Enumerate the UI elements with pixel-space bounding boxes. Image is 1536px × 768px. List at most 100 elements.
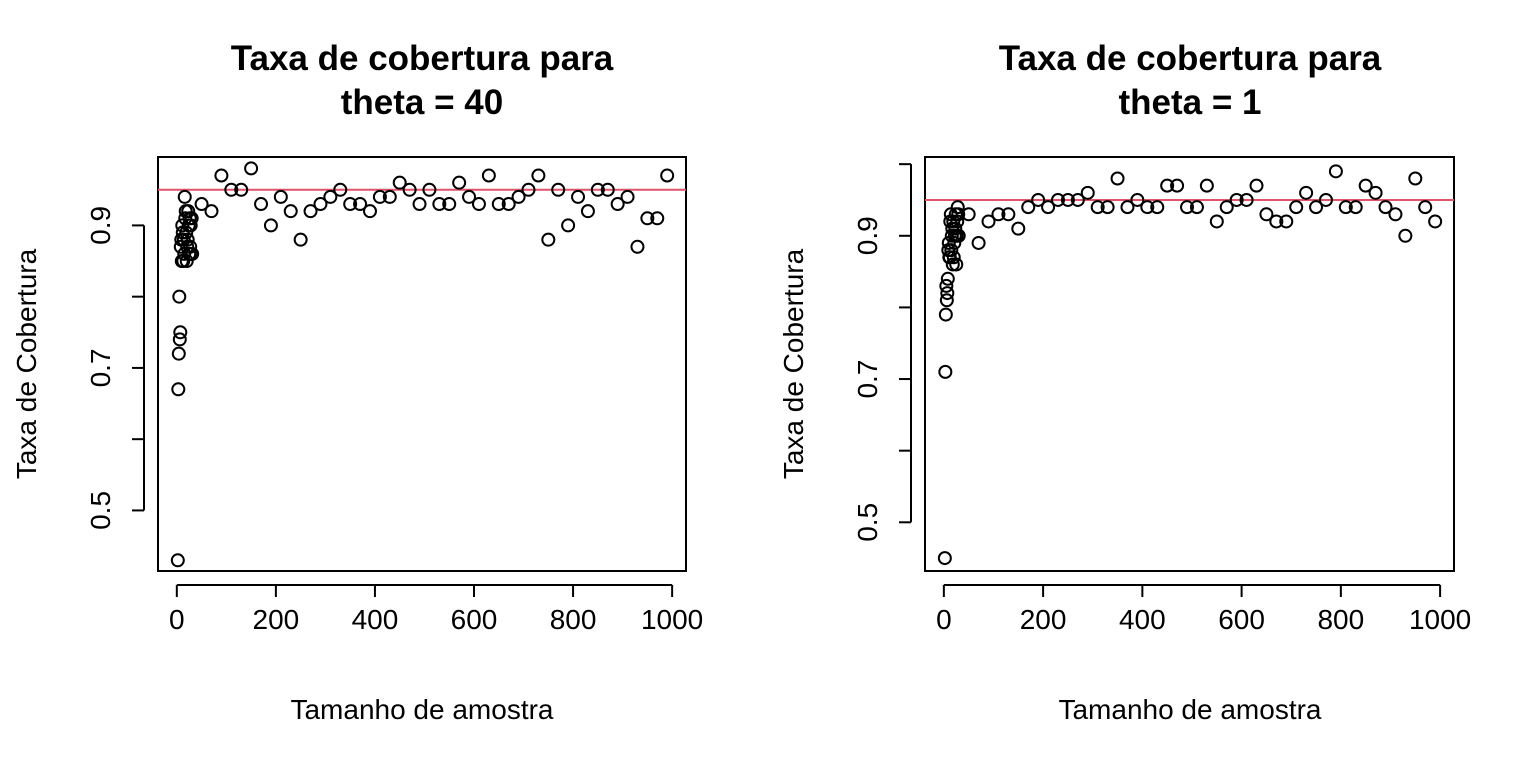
data-point bbox=[948, 221, 963, 236]
data-point bbox=[171, 382, 186, 397]
data-point bbox=[981, 214, 996, 229]
x-tick-label: 800 bbox=[550, 604, 597, 635]
data-point bbox=[1378, 200, 1393, 215]
data-point bbox=[660, 168, 675, 183]
data-point bbox=[254, 197, 269, 212]
data-point bbox=[950, 200, 965, 215]
data-point bbox=[1021, 200, 1036, 215]
data-point bbox=[1070, 192, 1085, 207]
data-point bbox=[343, 197, 358, 212]
x-tick-label: 200 bbox=[1020, 604, 1067, 635]
data-point bbox=[1368, 185, 1383, 200]
data-point bbox=[1001, 207, 1016, 222]
data-point bbox=[1110, 171, 1125, 186]
data-point bbox=[412, 197, 427, 212]
data-point bbox=[173, 239, 188, 254]
data-point bbox=[640, 211, 655, 226]
data-point bbox=[946, 250, 961, 265]
data-point bbox=[183, 218, 198, 233]
data-point bbox=[1428, 214, 1443, 229]
data-point bbox=[620, 189, 635, 204]
data-point bbox=[1418, 200, 1433, 215]
data-point bbox=[179, 225, 194, 240]
data-point bbox=[185, 246, 200, 261]
data-point bbox=[940, 271, 955, 286]
data-point bbox=[1031, 192, 1046, 207]
y-tick-label: 0.7 bbox=[852, 360, 883, 399]
data-point bbox=[1348, 200, 1363, 215]
x-tick-label: 0 bbox=[936, 604, 952, 635]
chart-title-line-1: Taxa de cobertura para bbox=[231, 39, 614, 78]
data-point bbox=[392, 175, 407, 190]
data-point bbox=[183, 239, 198, 254]
x-axis-label: Tamanho de amostra bbox=[1058, 694, 1321, 725]
x-tick-label: 800 bbox=[1317, 604, 1364, 635]
data-point bbox=[561, 218, 576, 233]
data-point bbox=[303, 204, 318, 219]
data-point bbox=[172, 332, 187, 347]
data-point bbox=[372, 189, 387, 204]
data-point bbox=[1239, 192, 1254, 207]
data-point bbox=[1060, 192, 1075, 207]
x-tick-label: 0 bbox=[169, 604, 185, 635]
data-point bbox=[462, 189, 477, 204]
data-point bbox=[1219, 200, 1234, 215]
data-point bbox=[938, 307, 953, 322]
data-point bbox=[224, 182, 239, 197]
data-point bbox=[511, 189, 526, 204]
x-tick-label: 400 bbox=[352, 604, 399, 635]
data-point bbox=[1100, 200, 1115, 215]
scatter-points bbox=[937, 164, 1443, 566]
data-point bbox=[293, 232, 308, 247]
data-point bbox=[1090, 200, 1105, 215]
data-point bbox=[1318, 192, 1333, 207]
x-axis: 0 200 400 600 800 1000 bbox=[936, 584, 1471, 635]
data-point bbox=[1130, 192, 1145, 207]
data-point bbox=[1170, 178, 1185, 193]
x-tick-label: 600 bbox=[451, 604, 498, 635]
y-axis: 0.5 0.7 0.9 bbox=[852, 163, 912, 542]
data-point bbox=[422, 182, 437, 197]
chart-title-line-1: Taxa de cobertura para bbox=[999, 39, 1382, 78]
data-point bbox=[1328, 164, 1343, 179]
data-point bbox=[273, 189, 288, 204]
data-point bbox=[263, 218, 278, 233]
data-point bbox=[177, 189, 192, 204]
data-point bbox=[949, 257, 964, 272]
data-point bbox=[571, 189, 586, 204]
x-axis: 0 200 400 600 800 1000 bbox=[169, 584, 703, 635]
data-point bbox=[951, 207, 966, 222]
data-point bbox=[1309, 200, 1324, 215]
plot-frame bbox=[157, 156, 687, 572]
data-point bbox=[1358, 178, 1373, 193]
data-point bbox=[938, 364, 953, 379]
data-point bbox=[1338, 200, 1353, 215]
data-point bbox=[947, 235, 962, 250]
data-point bbox=[1299, 185, 1314, 200]
chart-title-line-2: theta = 40 bbox=[341, 83, 503, 122]
data-point bbox=[531, 168, 546, 183]
data-point bbox=[1011, 221, 1026, 236]
data-point bbox=[214, 168, 229, 183]
data-point bbox=[951, 228, 966, 243]
data-point bbox=[1120, 200, 1135, 215]
y-tick-label: 0.5 bbox=[852, 503, 883, 542]
data-point bbox=[172, 289, 187, 304]
data-point bbox=[180, 232, 195, 247]
data-point bbox=[442, 197, 457, 212]
y-axis-label: Taxa de Cobertura bbox=[778, 248, 809, 479]
data-point bbox=[1269, 214, 1284, 229]
x-tick-label: 600 bbox=[1218, 604, 1265, 635]
data-point bbox=[491, 197, 506, 212]
data-point bbox=[194, 197, 209, 212]
data-point bbox=[1041, 200, 1056, 215]
y-axis: 0.5 0.7 0.9 bbox=[85, 206, 145, 530]
data-point bbox=[1050, 192, 1065, 207]
data-point bbox=[244, 161, 259, 176]
data-point bbox=[939, 293, 954, 308]
data-point bbox=[551, 182, 566, 197]
x-tick-label: 1000 bbox=[1409, 604, 1471, 635]
data-point bbox=[432, 197, 447, 212]
data-point bbox=[481, 168, 496, 183]
